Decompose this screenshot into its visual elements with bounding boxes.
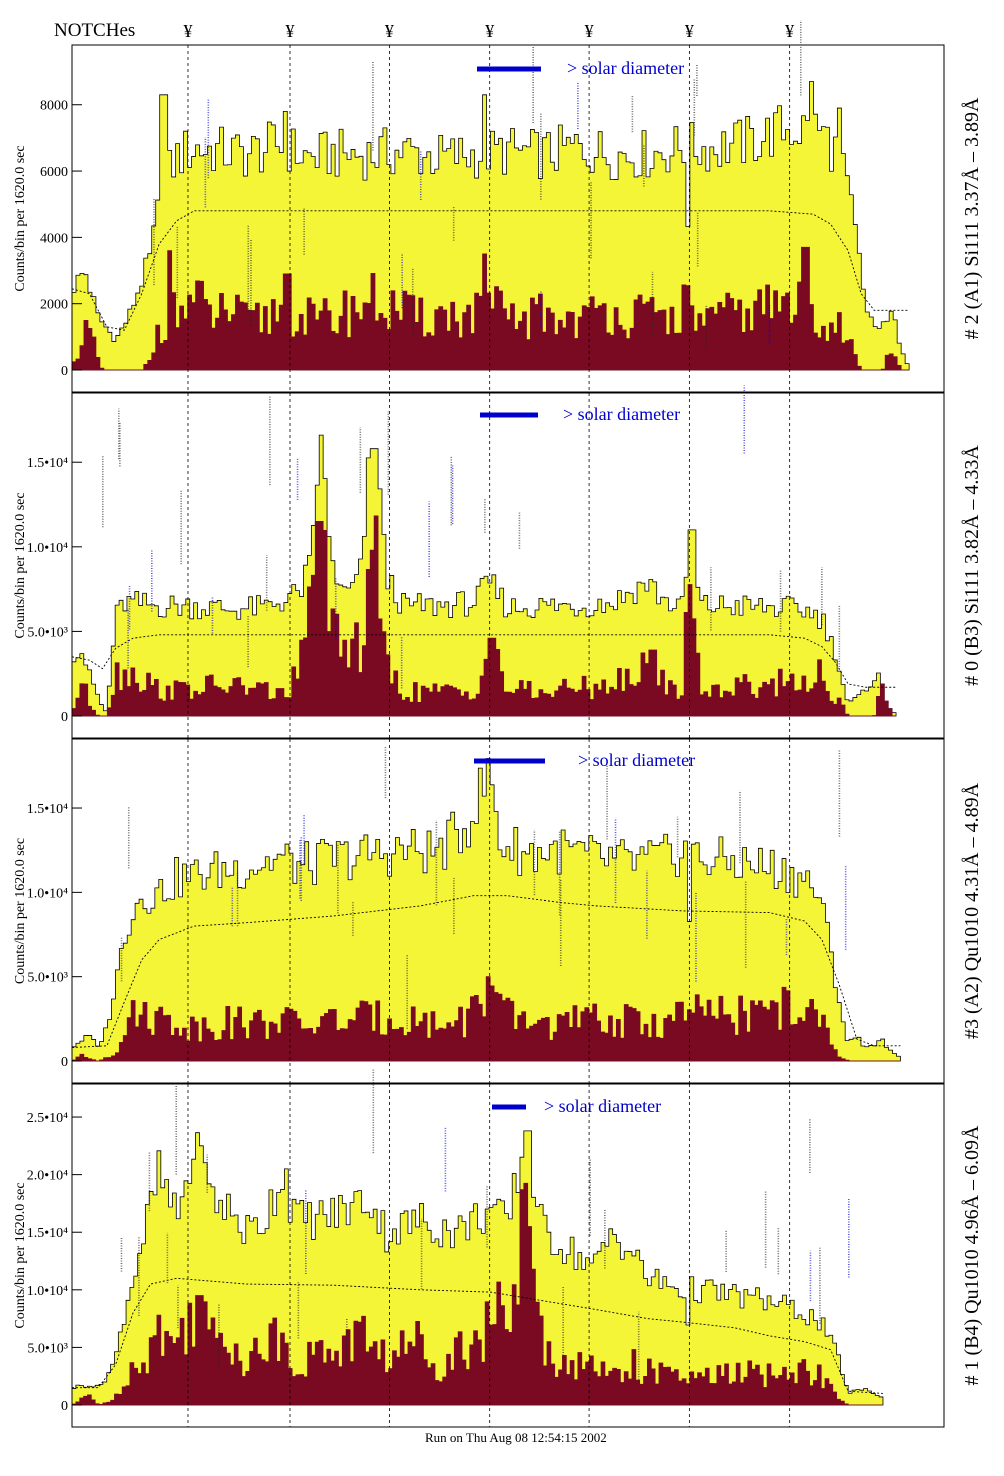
- notch-marker: ¥: [685, 21, 694, 41]
- y-tick-label: 1.0•10⁴: [27, 541, 68, 556]
- panel-title: # 2 (A1) Si111 3.37Å – 3.89Å: [961, 97, 983, 339]
- y-axis-label: Counts/bin per 1620.0 sec: [13, 145, 28, 291]
- y-tick-label: 0: [61, 710, 68, 725]
- background-histogram: [71, 758, 901, 1062]
- panel-title: #3 (A2) Qu1010 4.31Å – 4.89Å: [961, 782, 983, 1039]
- notch-marker: ¥: [286, 21, 295, 41]
- legend-label: > solar diameter: [563, 404, 680, 424]
- model-curve: [71, 634, 897, 688]
- y-tick-label: 1.0•10⁴: [27, 1284, 68, 1299]
- y-tick-label: 0: [61, 1399, 68, 1414]
- panel-frame: [71, 44, 945, 393]
- y-tick-label: 5.0•10³: [27, 1341, 68, 1356]
- panel-title: # 0 (B3) Si111 3.82Å – 4.33Å: [961, 445, 983, 686]
- foreground-histogram: [71, 976, 901, 1062]
- y-axis-label: Counts/bin per 1620.0 sec: [13, 1182, 28, 1328]
- notch-marker: ¥: [183, 21, 192, 41]
- notch-marker: ¥: [785, 21, 794, 41]
- y-tick-label: 0: [61, 1055, 68, 1070]
- chart-panels: 0 2000 4000 6000 8000 Counts/bin per 1620.0 s…: [13, 20, 983, 1428]
- y-tick-label: 1.5•10⁴: [27, 802, 68, 817]
- y-tick-label: 5.0•10³: [27, 625, 68, 640]
- chart-panel: 0 2000 4000 6000 8000 Counts/bin per 1620.0 s…: [13, 20, 983, 393]
- legend-label: > solar diameter: [567, 58, 684, 78]
- chart-panel: 0 5.0•10³ 1.0•10⁴ 1.5•10⁴ 2.0•10⁴ 2.5•10⁴ Coun…: [13, 1068, 983, 1428]
- model-curve: [71, 895, 901, 1048]
- model-curve: [71, 210, 910, 331]
- y-tick-label: 2.5•10⁴: [27, 1111, 68, 1126]
- notch-marker: ¥: [485, 21, 494, 41]
- notches-title: NOTCHes: [54, 20, 136, 41]
- y-tick-label: 8000: [40, 99, 68, 114]
- notch-marker: ¥: [385, 21, 394, 41]
- y-tick-label: 5.0•10³: [27, 971, 68, 986]
- y-tick-label: 1.0•10⁴: [27, 886, 68, 901]
- y-tick-label: 1.5•10⁴: [27, 456, 68, 471]
- notch-markers: ¥ ¥ ¥ ¥ ¥ ¥ ¥: [183, 21, 794, 41]
- foreground-histogram: [71, 246, 910, 371]
- panel-frame: [71, 1083, 945, 1428]
- y-tick-label: 6000: [40, 165, 68, 180]
- y-tick-label: 2000: [40, 298, 68, 313]
- y-tick-label: 4000: [40, 231, 68, 246]
- y-tick-label: 2.0•10⁴: [27, 1169, 68, 1184]
- y-axis-label: Counts/bin per 1620.0 sec: [13, 492, 28, 638]
- legend-label: > solar diameter: [544, 1096, 661, 1116]
- notch-marker: ¥: [585, 21, 594, 41]
- panel-frame: [71, 392, 945, 739]
- run-info: Run on Thu Aug 08 12:54:15 2002: [425, 1430, 607, 1445]
- foreground-histogram: [71, 515, 897, 717]
- y-tick-label: 1.5•10⁴: [27, 1226, 68, 1241]
- y-tick-label: 0: [61, 364, 68, 379]
- y-axis-label: Counts/bin per 1620.0 sec: [13, 838, 28, 984]
- foreground-histogram: [71, 1182, 883, 1406]
- chart-panel: 0 5.0•10³ 1.0•10⁴ 1.5•10⁴ Counts/bin per 162…: [13, 385, 983, 739]
- background-histogram: [71, 81, 910, 371]
- panel-frame: [71, 738, 945, 1084]
- chart-panel: 0 5.0•10³ 1.0•10⁴ 1.5•10⁴ Counts/bin per 162…: [13, 738, 983, 1084]
- legend-label: > solar diameter: [578, 750, 695, 770]
- panel-title: # 1 (B4) Qu1010 4.96Å – 6.09Å: [961, 1125, 983, 1386]
